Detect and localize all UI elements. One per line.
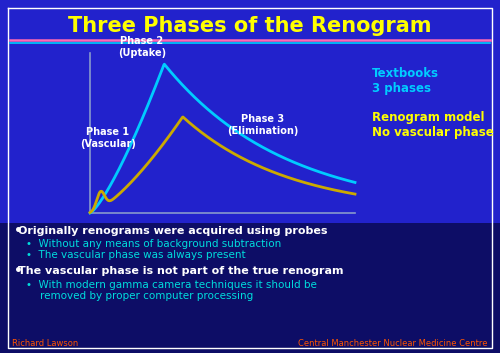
Text: Renogram model
No vascular phase: Renogram model No vascular phase — [372, 111, 494, 139]
Text: The vascular phase is not part of the true renogram: The vascular phase is not part of the tr… — [18, 266, 344, 276]
Text: Central Manchester Nuclear Medicine Centre: Central Manchester Nuclear Medicine Cent… — [298, 339, 488, 347]
Text: •  With modern gamma camera techniques it should be: • With modern gamma camera techniques it… — [26, 280, 317, 290]
Text: •: • — [14, 264, 23, 278]
Text: Three Phases of the Renogram: Three Phases of the Renogram — [68, 16, 432, 36]
Text: Phase 2
(Uptake): Phase 2 (Uptake) — [118, 36, 166, 58]
Text: Richard Lawson: Richard Lawson — [12, 339, 78, 347]
Bar — [0, 0, 500, 223]
Text: •: • — [14, 224, 23, 238]
Bar — [0, 223, 500, 353]
Text: •  Without any means of background subtraction: • Without any means of background subtra… — [26, 239, 281, 249]
Text: Phase 1
(Vascular): Phase 1 (Vascular) — [80, 127, 136, 149]
Text: removed by proper computer processing: removed by proper computer processing — [40, 291, 254, 301]
Text: •  The vascular phase was always present: • The vascular phase was always present — [26, 250, 246, 260]
Text: Phase 3
(Elimination): Phase 3 (Elimination) — [228, 114, 298, 136]
Text: Textbooks
3 phases: Textbooks 3 phases — [372, 67, 439, 95]
Text: Originally renograms were acquired using probes: Originally renograms were acquired using… — [18, 226, 328, 236]
